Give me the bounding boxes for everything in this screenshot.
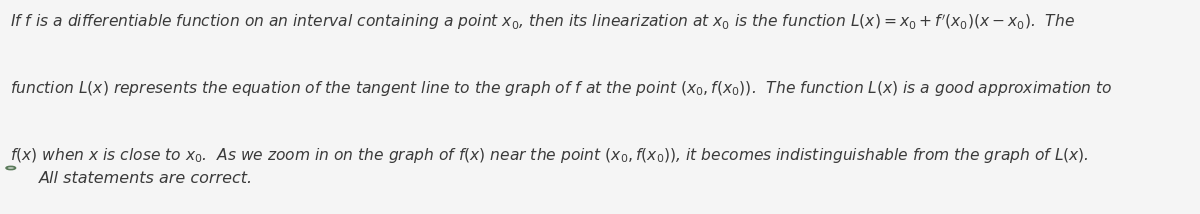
Text: function $L(x)$ represents the equation of the tangent line to the graph of $f$ : function $L(x)$ represents the equation … <box>10 79 1112 98</box>
Text: All statements are correct.: All statements are correct. <box>38 171 252 186</box>
Text: $f(x)$ when $x$ is close to $x_0$.  As we zoom in on the graph of $f(x)$ near th: $f(x)$ when $x$ is close to $x_0$. As we… <box>10 146 1088 165</box>
Text: If $f$ is a differentiable function on an interval containing a point $x_0$, the: If $f$ is a differentiable function on a… <box>10 13 1075 33</box>
